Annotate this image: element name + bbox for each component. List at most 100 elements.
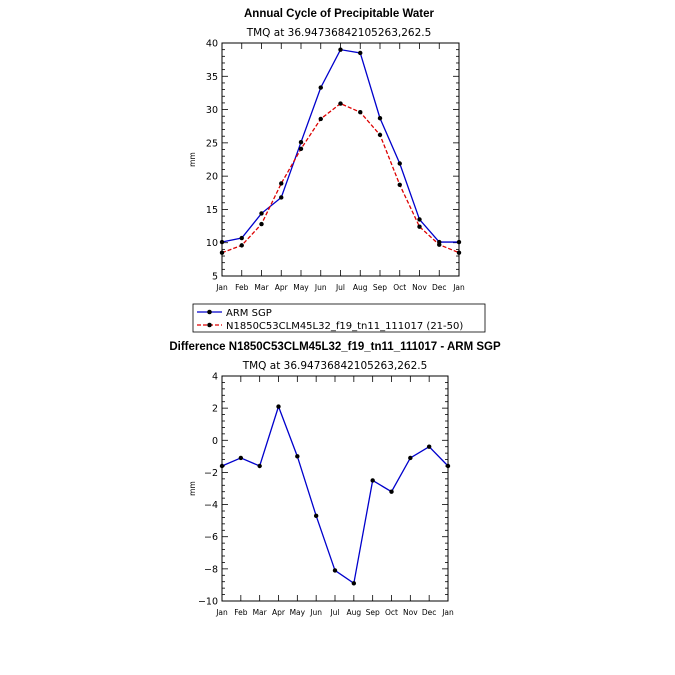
chart2-series-line-0	[221, 404, 449, 585]
chart1-xtick-label: Oct	[393, 283, 406, 292]
chart1-legend: ARM SGP N1850C53CLM45L32_f19_tn11_111017…	[192, 303, 486, 333]
chart1-xtick-label: Apr	[275, 283, 289, 292]
chart1-xtick-label: Jun	[314, 283, 327, 292]
chart1-xtick-label: Dec	[432, 283, 447, 292]
chart1-ytick-label: 25	[206, 138, 218, 149]
chart1-series-1-point	[417, 224, 422, 229]
chart1-title: Annual Cycle of Precipitable Water	[244, 8, 435, 20]
chart2-xtick-label: Dec	[422, 608, 437, 617]
chart1-series-1-point	[437, 242, 442, 247]
chart1-ytick-label: 40	[206, 39, 218, 50]
chart1-series-1-point	[318, 116, 323, 122]
chart1-xtick-label: Sep	[373, 283, 387, 292]
chart1-ytick-label: 35	[206, 72, 218, 83]
chart1-series-1-point	[239, 243, 244, 248]
chart2-xtick-label: May	[290, 608, 306, 617]
chart1-xtick-label: Aug	[353, 283, 368, 292]
chart2-xtick-label: Sep	[366, 608, 380, 617]
chart2-frame	[221, 375, 449, 602]
chart1-series-0-point	[279, 195, 284, 200]
chart1-series-1-point	[456, 250, 462, 255]
chart1-ytick-label: 15	[206, 205, 218, 216]
chart2-series-0-point	[389, 489, 394, 494]
chart1-ytick-label: 10	[206, 238, 218, 249]
chart2-xtick-label: Jan	[215, 608, 228, 617]
chart2-series-0-point	[332, 568, 338, 573]
chart2-series-0-point	[408, 455, 413, 461]
chart2-ytick-label: −6	[204, 532, 218, 543]
chart1-xtick-label: Mar	[254, 283, 269, 292]
chart1-xtick-label: Nov	[412, 283, 427, 292]
chart2-series-0-point	[370, 478, 375, 483]
chart2-ylabel: mm	[188, 481, 197, 496]
chart2-series-0-point	[219, 463, 225, 469]
chart1-series-1-point	[397, 182, 402, 187]
chart2-xtick-label: Mar	[253, 608, 268, 617]
chart1-series-0-point	[397, 161, 402, 166]
chart1-series-1-point	[259, 221, 264, 227]
chart1-series-0-point	[338, 47, 343, 52]
chart1-series-1-point	[279, 181, 284, 186]
chart2-xtick-label: Feb	[234, 608, 248, 617]
chart1-series-line-0	[221, 48, 459, 243]
chart1-frame	[221, 42, 460, 277]
chart1-series-0-point	[456, 239, 462, 245]
chart1-series-0-point	[417, 217, 422, 222]
legend-label-arm-sgp: ARM SGP	[226, 308, 272, 319]
chart1-xtick-label: Feb	[235, 283, 249, 292]
chart2-series-0-point	[238, 455, 244, 461]
chart2-ytick-label: 2	[212, 404, 218, 415]
chart2-xtick-label: Oct	[385, 608, 398, 617]
chart2-ytick-label: −8	[204, 564, 218, 575]
legend-label-model: N1850C53CLM45L32_f19_tn11_111017 (21-50)	[226, 321, 463, 332]
chart2-series-0-point	[426, 444, 432, 449]
chart2-subtitle: TMQ at 36.94736842105263,262.5	[242, 360, 428, 372]
chart2-xtick-label: Aug	[347, 608, 362, 617]
chart2-xtick-label: Jan	[441, 608, 454, 617]
chart2-ytick-label: 4	[212, 372, 218, 383]
chart2-xtick-label: Jun	[309, 608, 322, 617]
chart1-ytick-label: 20	[206, 172, 218, 183]
chart1-series-0-point	[318, 85, 323, 90]
chart2-series-0-point	[257, 463, 262, 469]
chart2-plot: −10 −8 −6 −4 −2 0 2 4 Jan Feb Mar Apr May Jun Jul Aug Se…	[188, 372, 454, 618]
chart1-series-0-point	[298, 139, 304, 145]
chart1-ytick-label: 5	[212, 272, 218, 283]
chart1-series-1-point	[377, 132, 383, 138]
chart1-plot: 5 10 15 20 25 30 35 40 Jan Feb Mar Apr May Jun Jul Aug S…	[188, 39, 465, 293]
chart2-ytick-label: 0	[212, 436, 218, 447]
chart1-xtick-label: Jan	[452, 283, 465, 292]
chart2-title: Difference N1850C53CLM45L32_f19_tn11_111…	[169, 341, 501, 353]
chart2-ytick-label: −10	[198, 597, 218, 608]
chart1-series-1-point	[358, 110, 363, 115]
chart1-series-1-point	[219, 250, 225, 255]
legend-marker-arm-sgp	[207, 309, 212, 315]
chart1-series-1-point	[338, 101, 343, 106]
chart1-series-1-point	[298, 146, 304, 152]
chart2-ytick-label: −2	[204, 468, 218, 479]
chart2-xtick-label: Apr	[272, 608, 286, 617]
legend-marker-model	[207, 322, 212, 328]
chart1-series-0-point	[239, 235, 244, 241]
chart2-xtick-label: Nov	[403, 608, 418, 617]
chart1-series-line-1	[221, 102, 460, 254]
chart2-series-0-point	[351, 581, 357, 586]
chart1-series-0-point	[259, 211, 264, 216]
chart1-xtick-label: May	[293, 283, 309, 292]
chart2-xtick-label: Jul	[329, 608, 339, 617]
chart1-subtitle: TMQ at 36.94736842105263,262.5	[246, 27, 432, 39]
chart1-xtick-label: Jul	[335, 283, 345, 292]
chart1-ytick-label: 30	[206, 105, 218, 116]
chart2-series-0-point	[276, 404, 281, 409]
chart2-series-0-point	[445, 463, 451, 469]
chart2-ytick-label: −4	[204, 500, 218, 511]
legend-box	[192, 303, 486, 333]
chart1-xtick-label: Jan	[215, 283, 228, 292]
chart2-series-0-point	[295, 454, 300, 459]
chart1-series-0-point	[377, 116, 383, 121]
chart1-ylabel: mm	[188, 152, 197, 167]
chart1-series-0-point	[358, 50, 363, 56]
chart1-series-0-point	[219, 239, 225, 245]
chart2-series-0-point	[313, 513, 319, 519]
